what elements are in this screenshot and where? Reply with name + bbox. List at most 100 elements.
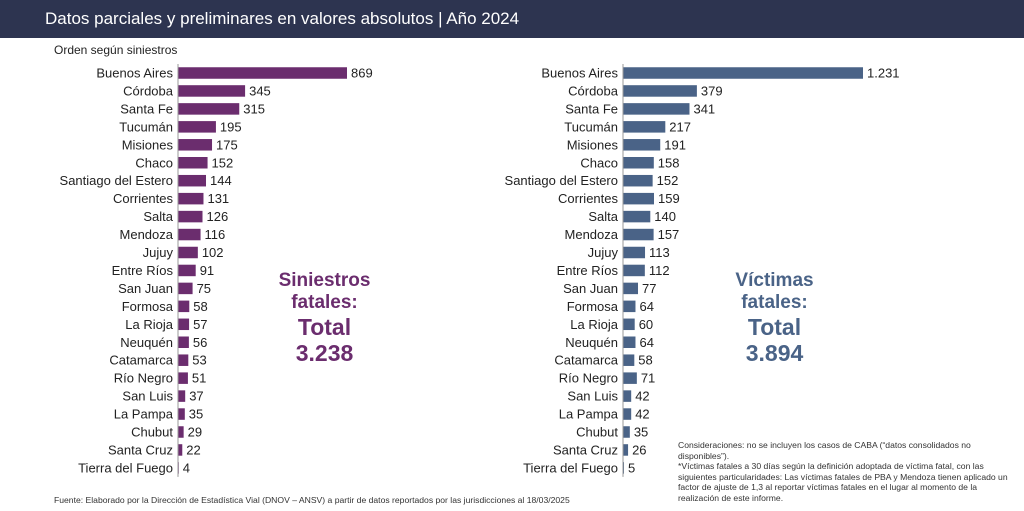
siniestros-bar (178, 408, 185, 420)
siniestros-category-label: Salta (143, 209, 173, 224)
siniestros-total-value: 3.238 (295, 340, 354, 366)
victimas-category-label: Tucumán (564, 119, 618, 134)
siniestros-category-label: Corrientes (113, 191, 173, 206)
siniestros-category-label: La Pampa (114, 407, 174, 422)
page-title: Datos parciales y preliminares en valore… (45, 9, 520, 28)
siniestros-total: Siniestros fatales: Total 3.238 (262, 270, 387, 366)
victimas-value-label: 341 (693, 101, 715, 116)
siniestros-value-label: 195 (220, 119, 242, 134)
victimas-category-label: La Pampa (559, 407, 619, 422)
victimas-category-label: Chaco (580, 155, 618, 170)
victimas-value-label: 158 (658, 155, 680, 170)
siniestros-value-label: 22 (186, 442, 200, 457)
siniestros-value-label: 144 (210, 173, 232, 188)
victimas-value-label: 77 (642, 281, 656, 296)
victimas-bar (623, 426, 630, 438)
siniestros-category-label: Tierra del Fuego (78, 460, 173, 475)
siniestros-bar (178, 426, 184, 438)
victimas-category-label: Neuquén (565, 335, 618, 350)
siniestros-value-label: 126 (207, 209, 229, 224)
victimas-category-label: Formosa (567, 299, 619, 314)
siniestros-value-label: 53 (192, 353, 206, 368)
siniestros-category-label: Chaco (135, 155, 173, 170)
victimas-category-label: Chubut (576, 425, 618, 440)
victimas-value-label: 42 (635, 389, 649, 404)
victimas-category-label: Corrientes (558, 191, 618, 206)
victimas-category-label: Jujuy (588, 245, 619, 260)
siniestros-value-label: 869 (351, 66, 373, 81)
victimas-category-label: San Luis (567, 389, 618, 404)
siniestros-total-label-2: fatales: (291, 292, 358, 313)
siniestros-bar (178, 300, 190, 313)
siniestros-value-label: 29 (188, 425, 202, 440)
siniestros-value-label: 37 (189, 389, 203, 404)
victimas-category-label: Misiones (567, 137, 619, 152)
siniestros-value-label: 4 (183, 460, 190, 475)
siniestros-value-label: 51 (192, 371, 206, 386)
siniestros-bar (178, 282, 193, 295)
siniestros-bar (178, 85, 246, 97)
victimas-bar (623, 300, 636, 313)
siniestros-category-label: Entre Ríos (112, 263, 174, 278)
victimas-category-label: La Rioja (570, 317, 618, 332)
siniestros-category-label: La Rioja (125, 317, 173, 332)
siniestros-value-label: 116 (205, 227, 226, 242)
siniestros-value-label: 75 (197, 281, 211, 296)
siniestros-bar (178, 67, 347, 79)
siniestros-total-label-1: Siniestros (278, 270, 371, 291)
victimas-value-label: 71 (641, 371, 655, 386)
siniestros-value-label: 315 (243, 101, 265, 116)
siniestros-value-label: 152 (212, 155, 234, 170)
victimas-bar (623, 121, 666, 133)
siniestros-category-label: Misiones (122, 137, 174, 152)
victimas-category-label: Entre Ríos (557, 263, 619, 278)
siniestros-category-label: Córdoba (123, 83, 174, 98)
siniestros-bar (178, 174, 207, 187)
siniestros-bar (178, 390, 186, 402)
victimas-bar (623, 246, 646, 259)
victimas-bar (623, 318, 635, 331)
siniestros-category-label: Santa Cruz (108, 442, 173, 457)
victimas-bar (623, 390, 632, 402)
header-bar: Datos parciales y preliminares en valore… (0, 0, 1024, 38)
victimas-total-label-1: Víctimas (735, 270, 814, 291)
victimas-category-label: Río Negro (559, 371, 618, 386)
victimas-value-label: 1.231 (867, 66, 900, 81)
victimas-bar (623, 103, 690, 115)
victimas-bar (623, 264, 645, 277)
siniestros-value-label: 57 (193, 317, 207, 332)
siniestros-value-label: 58 (193, 299, 207, 314)
victimas-value-label: 379 (701, 83, 723, 98)
siniestros-bar (178, 372, 188, 384)
victimas-value-label: 58 (638, 353, 652, 368)
siniestros-value-label: 102 (202, 245, 224, 260)
siniestros-category-label: Santa Fe (120, 101, 173, 116)
victimas-category-label: Buenos Aires (541, 66, 618, 81)
victimas-category-label: Santa Fe (565, 101, 618, 116)
victimas-bar (623, 408, 632, 420)
siniestros-bar (178, 103, 240, 115)
victimas-bar (623, 210, 651, 223)
victimas-value-label: 35 (634, 425, 648, 440)
victimas-value-label: 26 (632, 442, 646, 457)
siniestros-category-label: San Luis (122, 389, 173, 404)
victimas-total-label-2: fatales: (741, 292, 808, 313)
victimas-value-label: 140 (654, 209, 676, 224)
victimas-value-label: 42 (635, 407, 649, 422)
victimas-value-label: 60 (639, 317, 653, 332)
considerations-line: Consideraciones: no se incluyen los caso… (678, 440, 971, 461)
victimas-value-label: 217 (669, 119, 691, 134)
victimas-bar (623, 85, 697, 97)
victimas-total-value: 3.894 (745, 340, 804, 366)
victimas-bar (623, 336, 636, 348)
victimas-category-label: San Juan (563, 281, 618, 296)
siniestros-category-label: Formosa (122, 299, 174, 314)
siniestros-bar (178, 157, 208, 169)
siniestros-category-label: Tucumán (119, 119, 173, 134)
victimas-bar (623, 139, 661, 151)
victimas-value-label: 191 (664, 137, 686, 152)
siniestros-bar (178, 354, 189, 366)
source-note: Fuente: Elaborado por la Dirección de Es… (54, 495, 570, 505)
chart-subtitle: Orden según siniestros (54, 43, 178, 57)
